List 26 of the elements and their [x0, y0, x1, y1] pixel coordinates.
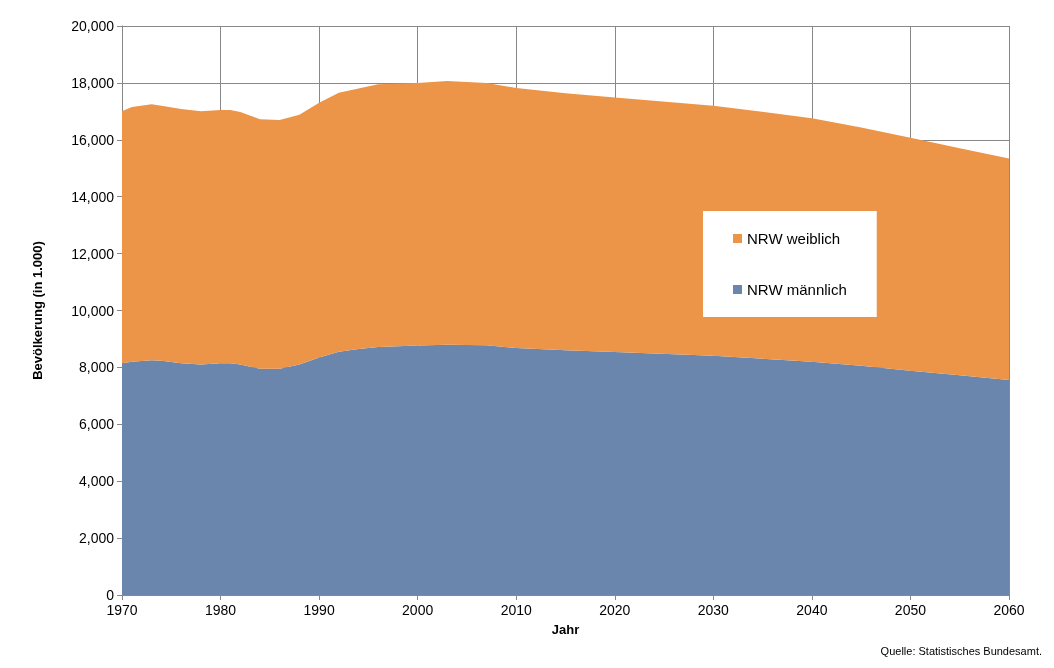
x-tick-label: 1990 [303, 602, 335, 618]
y-tick-label: 0 [106, 587, 115, 603]
y-tick-label: 14,000 [71, 188, 115, 205]
x-tick-label: 2010 [500, 602, 532, 618]
legend-label: NRW weiblich [747, 230, 841, 247]
y-tick-label: 2,000 [78, 530, 115, 547]
y-tick-label: 18,000 [71, 74, 115, 91]
x-tick-label: 2040 [796, 602, 828, 618]
x-tick-label: 2030 [697, 602, 730, 618]
legend-label: NRW männlich [747, 281, 847, 298]
y-tick-label: 16,000 [71, 131, 115, 148]
x-axis-title: Jahr [551, 622, 580, 637]
y-tick-label: 4,000 [78, 473, 115, 490]
y-tick-label: 8,000 [78, 359, 115, 376]
y-tick-label: 12,000 [71, 245, 115, 262]
source-note: Quelle: Statistisches Bundesamt. [880, 644, 1043, 657]
y-tick-label: 20,000 [71, 18, 115, 34]
x-tick-label: 2020 [599, 602, 631, 618]
y-tick-label: 6,000 [78, 416, 115, 433]
x-tick-label: 2060 [993, 602, 1025, 618]
y-axis-title: Bevölkerung (in 1.000) [30, 241, 45, 380]
x-tick-label: 1980 [204, 602, 237, 618]
y-tick-label: 10,000 [71, 302, 115, 319]
x-tick-label: 1970 [106, 602, 138, 618]
x-tick-label: 2050 [894, 602, 927, 618]
x-tick-label: 2000 [402, 602, 434, 618]
